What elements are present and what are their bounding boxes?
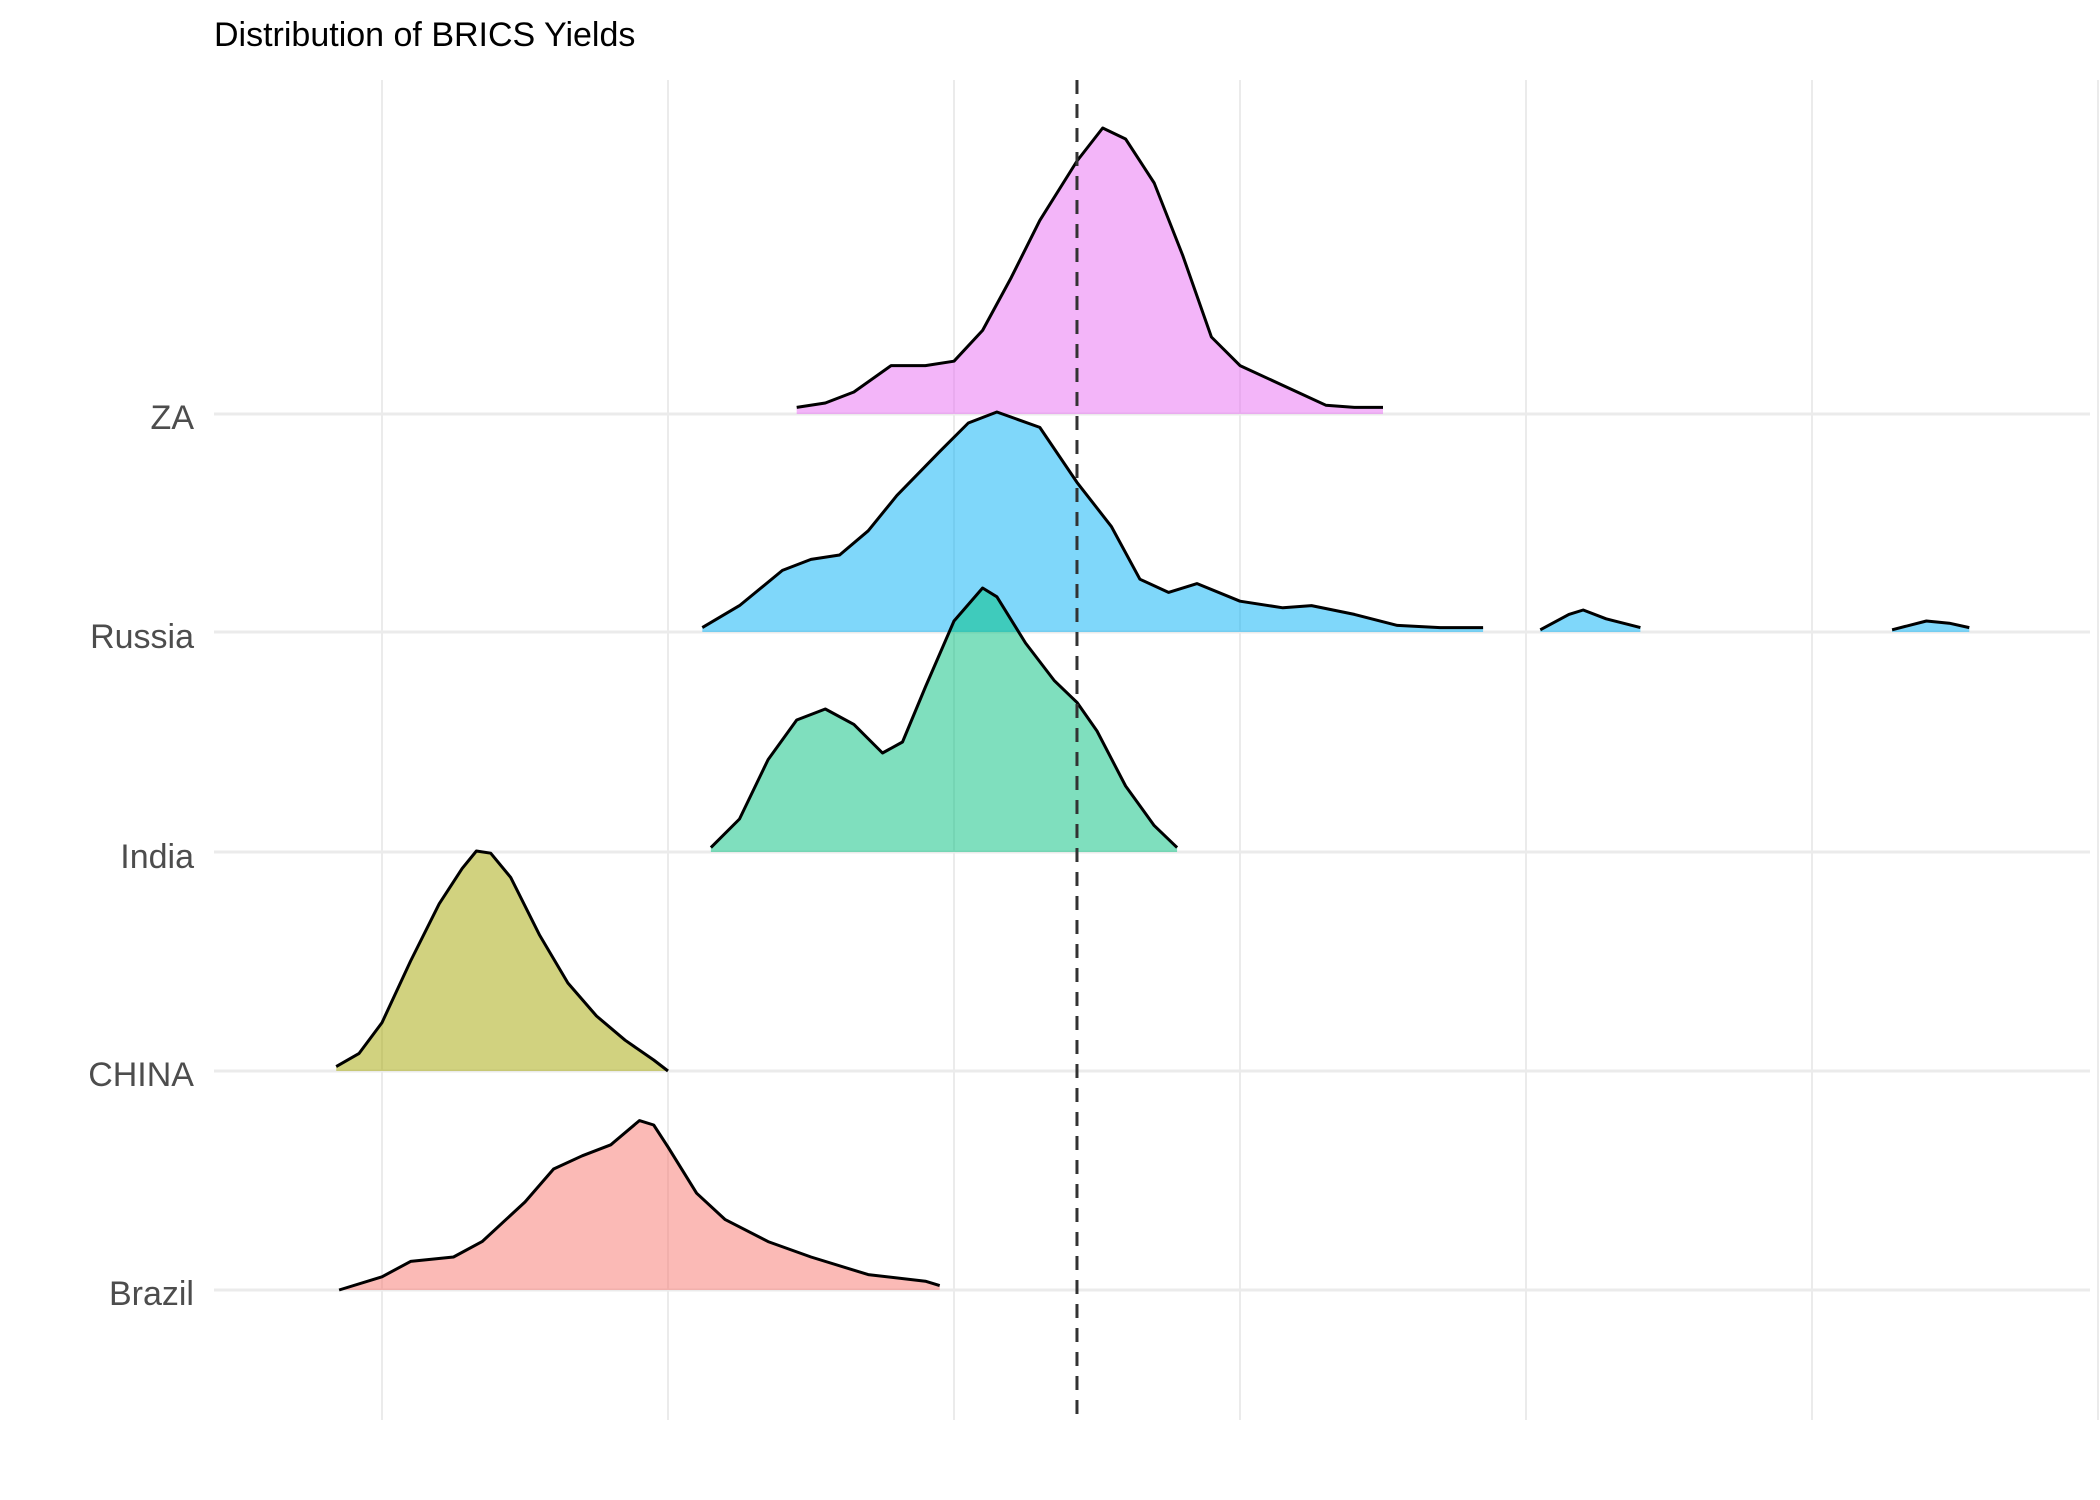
ridge-outline-brazil-6 [338,1119,941,1292]
chart-title: Distribution of BRICS Yields [214,16,636,54]
y-tick-label-za: ZA [150,399,194,437]
ridge-fill-russia-2 [1540,610,1641,632]
y-tick-label-russia: Russia [90,618,194,656]
ridge-fill-china-5 [336,851,668,1071]
ridge-fill-russia-1 [702,412,1484,632]
ridge-outline-za-0 [796,126,1383,409]
ridge-fill-brazil-6 [339,1120,940,1290]
ridge-outline-russia-2 [1539,608,1641,632]
ridge-outline-india-4 [709,586,1179,849]
ridge-outline-russia-1 [701,410,1484,630]
ridge-fill-za-0 [796,128,1383,414]
ridge-outline-china-5 [335,849,669,1073]
y-tick-label-china: CHINA [88,1056,194,1094]
y-tick-label-brazil: Brazil [108,1275,194,1313]
ridge-fill-india-4 [710,588,1178,852]
vertical-gridlines [381,80,2099,1420]
y-tick-label-india: India [120,838,194,876]
ridge-outline-russia-3 [1891,619,1970,632]
density-ridges [335,126,1970,1292]
